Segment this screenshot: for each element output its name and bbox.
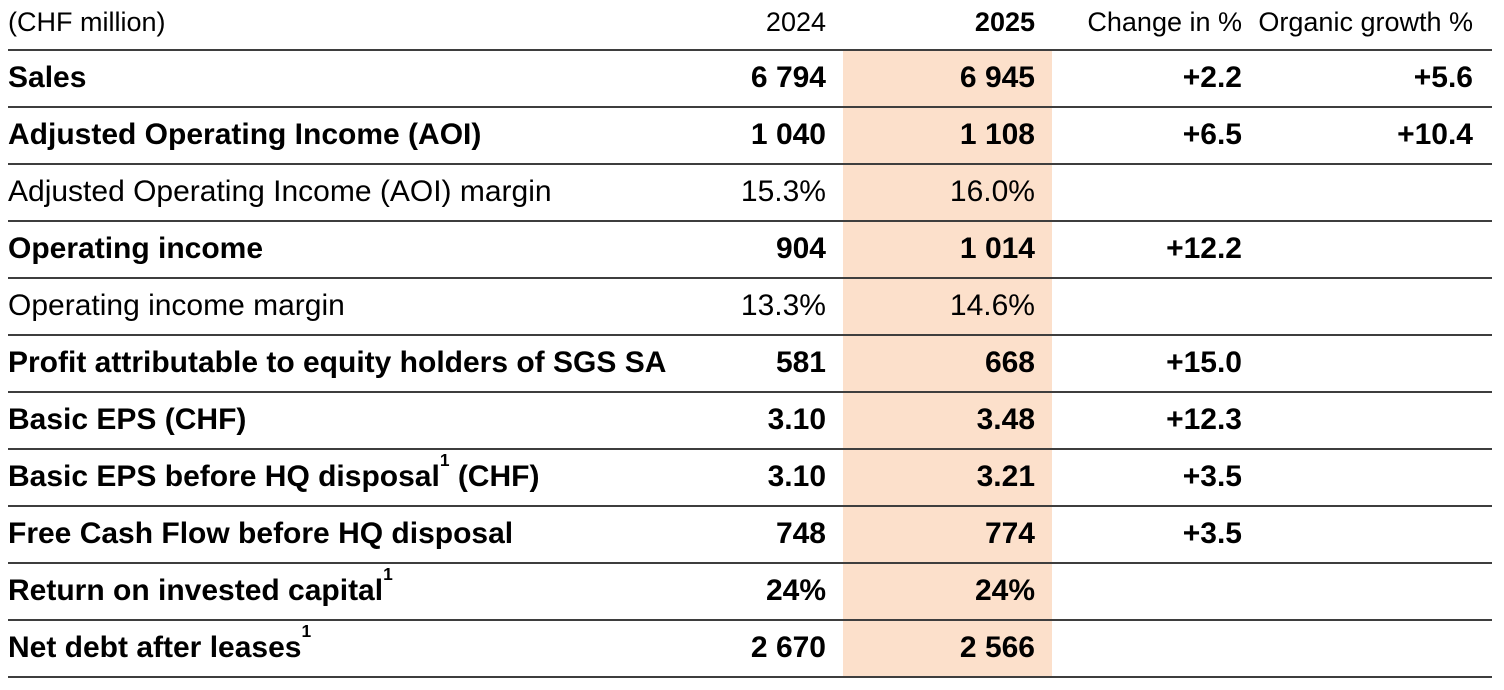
cell-2025: 3.48 (843, 391, 1052, 449)
cell-2025: 3.21 (843, 448, 1052, 506)
column-header-2025: 2025 (974, 7, 1035, 37)
cell-2024: 904 (713, 220, 843, 278)
table-row: Operating income margin 13.3% 14.6% (8, 277, 1492, 335)
table-row: Basic EPS (CHF) 3.10 3.48 +12.3 (8, 391, 1492, 449)
table-row: Operating income 904 1 014 +12.2 (8, 220, 1492, 278)
row-label: Sales (8, 49, 713, 107)
row-label: Return on invested capital1 (8, 562, 713, 620)
row-label-text: Sales (8, 61, 87, 94)
table-row: Adjusted Operating Income (AOI) margin 1… (8, 163, 1492, 221)
key-figures-table: (CHF million) 2024 2025 Change in % Orga… (8, 0, 1492, 678)
column-header-change-percent: Change in % (1087, 7, 1242, 37)
cell-2025: 24% (843, 562, 1052, 620)
row-label-text: Operating income (8, 232, 264, 265)
row-label-text: Profit attributable to equity holders of… (8, 346, 667, 379)
cell-2025: 774 (843, 505, 1052, 563)
table-header: (CHF million) 2024 2025 Change in % Orga… (8, 0, 1492, 50)
header-row: (CHF million) 2024 2025 Change in % Orga… (8, 0, 1492, 50)
cell-2024: 15.3% (713, 163, 843, 221)
cell-2024: 581 (713, 334, 843, 392)
row-label: Net debt after leases1 (8, 619, 713, 678)
cell-change: +12.3 (1052, 391, 1242, 449)
row-label: Adjusted Operating Income (AOI) (8, 106, 713, 164)
cell-change: +3.5 (1052, 448, 1242, 506)
row-label: Basic EPS before HQ disposal1 (CHF) (8, 448, 713, 506)
cell-2025: 2 566 (843, 619, 1052, 678)
row-label-text: Adjusted Operating Income (AOI) margin (8, 175, 552, 208)
row-label-text: Adjusted Operating Income (AOI) (8, 118, 482, 151)
row-label: Basic EPS (CHF) (8, 391, 713, 449)
cell-2024: 748 (713, 505, 843, 563)
cell-organic (1242, 562, 1492, 620)
cell-change: +6.5 (1052, 106, 1242, 164)
footnote-marker: 1 (383, 564, 393, 585)
cell-2025: 1 108 (843, 106, 1052, 164)
cell-2024: 1 040 (713, 106, 843, 164)
row-label-text: Operating income margin (8, 289, 345, 322)
cell-organic (1242, 391, 1492, 449)
row-label-text: Net debt after leases (8, 631, 302, 664)
cell-2025: 1 014 (843, 220, 1052, 278)
cell-change: +15.0 (1052, 334, 1242, 392)
cell-organic (1242, 163, 1492, 221)
row-label-suffix: (CHF) (449, 460, 540, 493)
cell-organic (1242, 448, 1492, 506)
row-label: Free Cash Flow before HQ disposal (8, 505, 713, 563)
row-label-text: Basic EPS (CHF) (8, 403, 247, 436)
cell-organic: +10.4 (1242, 106, 1492, 164)
column-header-organic-growth-percent: Organic growth % (1258, 7, 1473, 37)
cell-organic (1242, 505, 1492, 563)
footnote-marker: 1 (439, 450, 450, 471)
row-label-text: Return on invested capital (8, 574, 384, 607)
table-row: Return on invested capital1 24% 24% (8, 562, 1492, 620)
cell-2025: 16.0% (843, 163, 1052, 221)
cell-2024: 13.3% (713, 277, 843, 335)
cell-organic: +5.6 (1242, 49, 1492, 107)
cell-2025: 668 (843, 334, 1052, 392)
cell-2025: 6 945 (843, 49, 1052, 107)
cell-change (1052, 619, 1242, 678)
row-label: Operating income (8, 220, 713, 278)
cell-2024: 3.10 (713, 448, 843, 506)
cell-2024: 24% (713, 562, 843, 620)
cell-2024: 6 794 (713, 49, 843, 107)
table-row: Free Cash Flow before HQ disposal 748 77… (8, 505, 1492, 563)
cell-2024: 2 670 (713, 619, 843, 678)
table-row: Basic EPS before HQ disposal1 (CHF) 3.10… (8, 448, 1492, 506)
cell-organic (1242, 220, 1492, 278)
table-body: Sales 6 794 6 945 +2.2 +5.6 Adjusted Ope… (8, 49, 1492, 678)
footnote-marker: 1 (301, 621, 312, 642)
cell-organic (1242, 334, 1492, 392)
row-label: Profit attributable to equity holders of… (8, 334, 713, 392)
table-row: Adjusted Operating Income (AOI) 1 040 1 … (8, 106, 1492, 164)
row-label-text: Free Cash Flow before HQ disposal (8, 517, 514, 550)
cell-change: +2.2 (1052, 49, 1242, 107)
cell-change (1052, 562, 1242, 620)
column-header-2024: 2024 (765, 7, 826, 37)
cell-change: +3.5 (1052, 505, 1242, 563)
cell-change: +12.2 (1052, 220, 1242, 278)
table-row: Profit attributable to equity holders of… (8, 334, 1492, 392)
cell-change (1052, 163, 1242, 221)
cell-change (1052, 277, 1242, 335)
column-header-unit-label: (CHF million) (8, 7, 166, 37)
cell-organic (1242, 277, 1492, 335)
row-label: Adjusted Operating Income (AOI) margin (8, 163, 713, 221)
row-label: Operating income margin (8, 277, 713, 335)
table-row: Sales 6 794 6 945 +2.2 +5.6 (8, 49, 1492, 107)
cell-2024: 3.10 (713, 391, 843, 449)
cell-organic (1242, 619, 1492, 678)
row-label-text: Basic EPS before HQ disposal (8, 460, 440, 493)
cell-2025: 14.6% (843, 277, 1052, 335)
table-row: Net debt after leases1 2 670 2 566 (8, 619, 1492, 678)
